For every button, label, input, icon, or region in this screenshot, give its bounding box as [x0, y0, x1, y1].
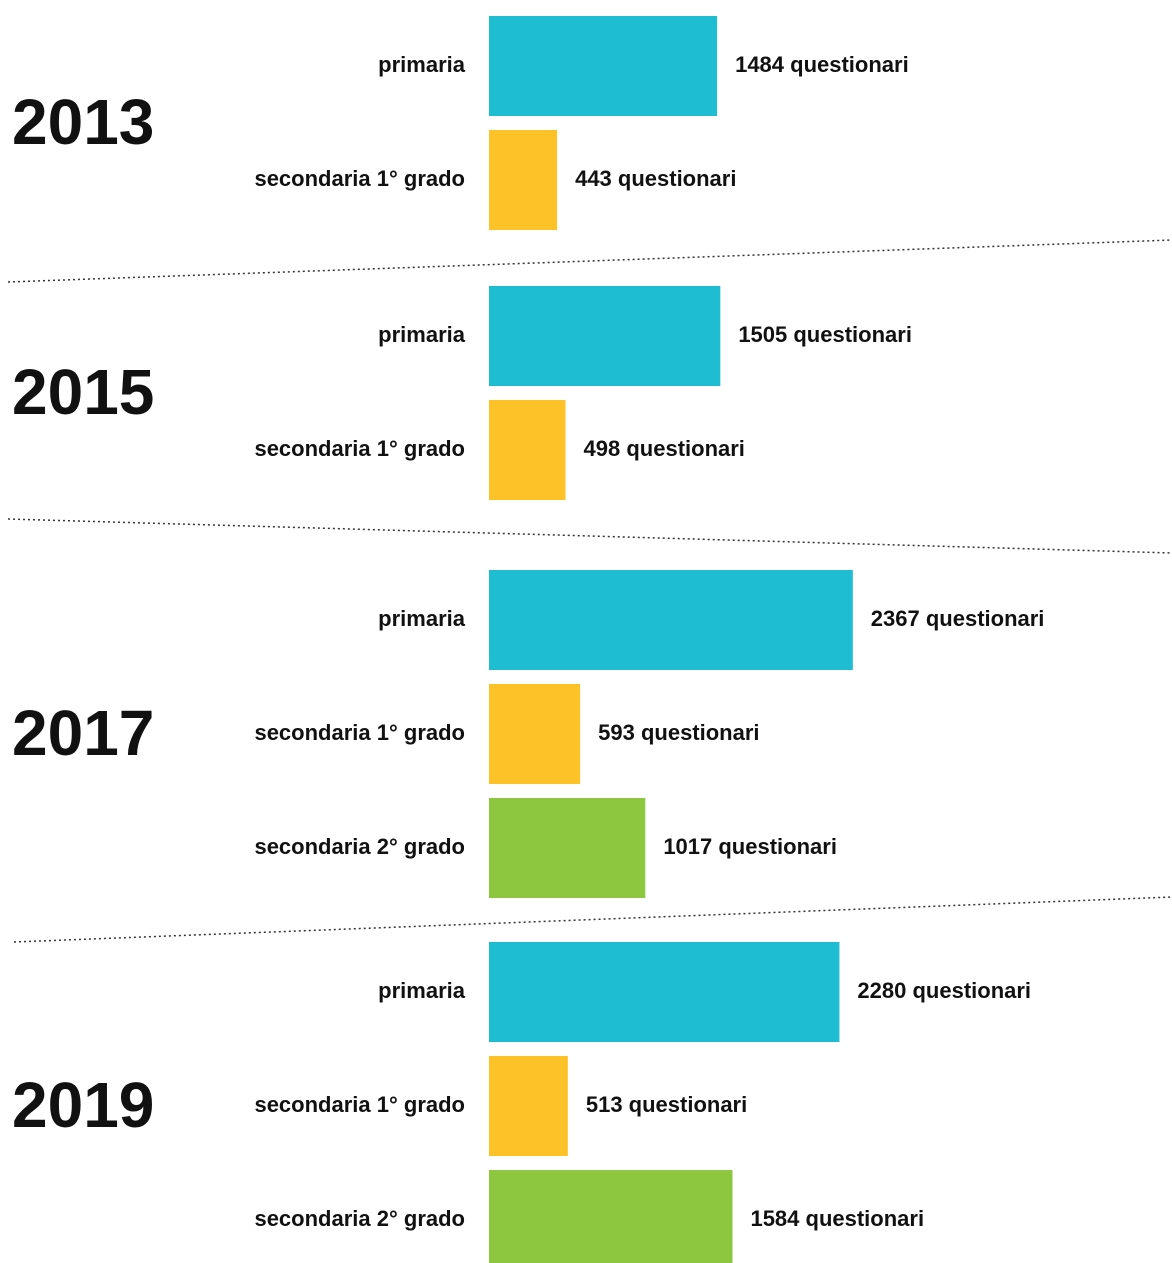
bar	[489, 798, 646, 898]
category-label: primaria	[378, 606, 466, 631]
year-label: 2017	[12, 697, 154, 769]
bar	[489, 1056, 568, 1156]
bar	[489, 942, 840, 1042]
category-label: secondaria 1° grado	[254, 1092, 465, 1117]
value-label: 593 questionari	[598, 720, 759, 745]
category-label: secondaria 2° grado	[254, 1206, 465, 1231]
bar	[489, 130, 558, 230]
value-label: 1505 questionari	[738, 322, 912, 347]
category-label: secondaria 1° grado	[254, 436, 465, 461]
bar	[489, 286, 721, 386]
category-label: secondaria 1° grado	[254, 166, 465, 191]
category-label: secondaria 1° grado	[254, 720, 465, 745]
value-label: 2280 questionari	[857, 978, 1031, 1003]
year-label: 2013	[12, 86, 154, 158]
value-label: 513 questionari	[586, 1092, 747, 1117]
value-label: 1584 questionari	[750, 1206, 924, 1231]
year-label: 2019	[12, 1069, 154, 1141]
category-label: primaria	[378, 52, 466, 77]
value-label: 1484 questionari	[735, 52, 909, 77]
bar	[489, 1170, 733, 1263]
bar	[489, 684, 581, 784]
category-label: primaria	[378, 322, 466, 347]
separator	[13, 896, 1172, 943]
category-label: secondaria 2° grado	[254, 834, 465, 859]
bar	[489, 400, 566, 500]
category-label: primaria	[378, 978, 466, 1003]
separator	[7, 239, 1172, 283]
year-label: 2015	[12, 356, 154, 428]
bar	[489, 16, 718, 116]
value-label: 2367 questionari	[871, 606, 1045, 631]
bar	[489, 570, 853, 670]
value-label: 1017 questionari	[663, 834, 837, 859]
separator	[7, 518, 1172, 554]
value-label: 443 questionari	[575, 166, 736, 191]
value-label: 498 questionari	[584, 436, 745, 461]
